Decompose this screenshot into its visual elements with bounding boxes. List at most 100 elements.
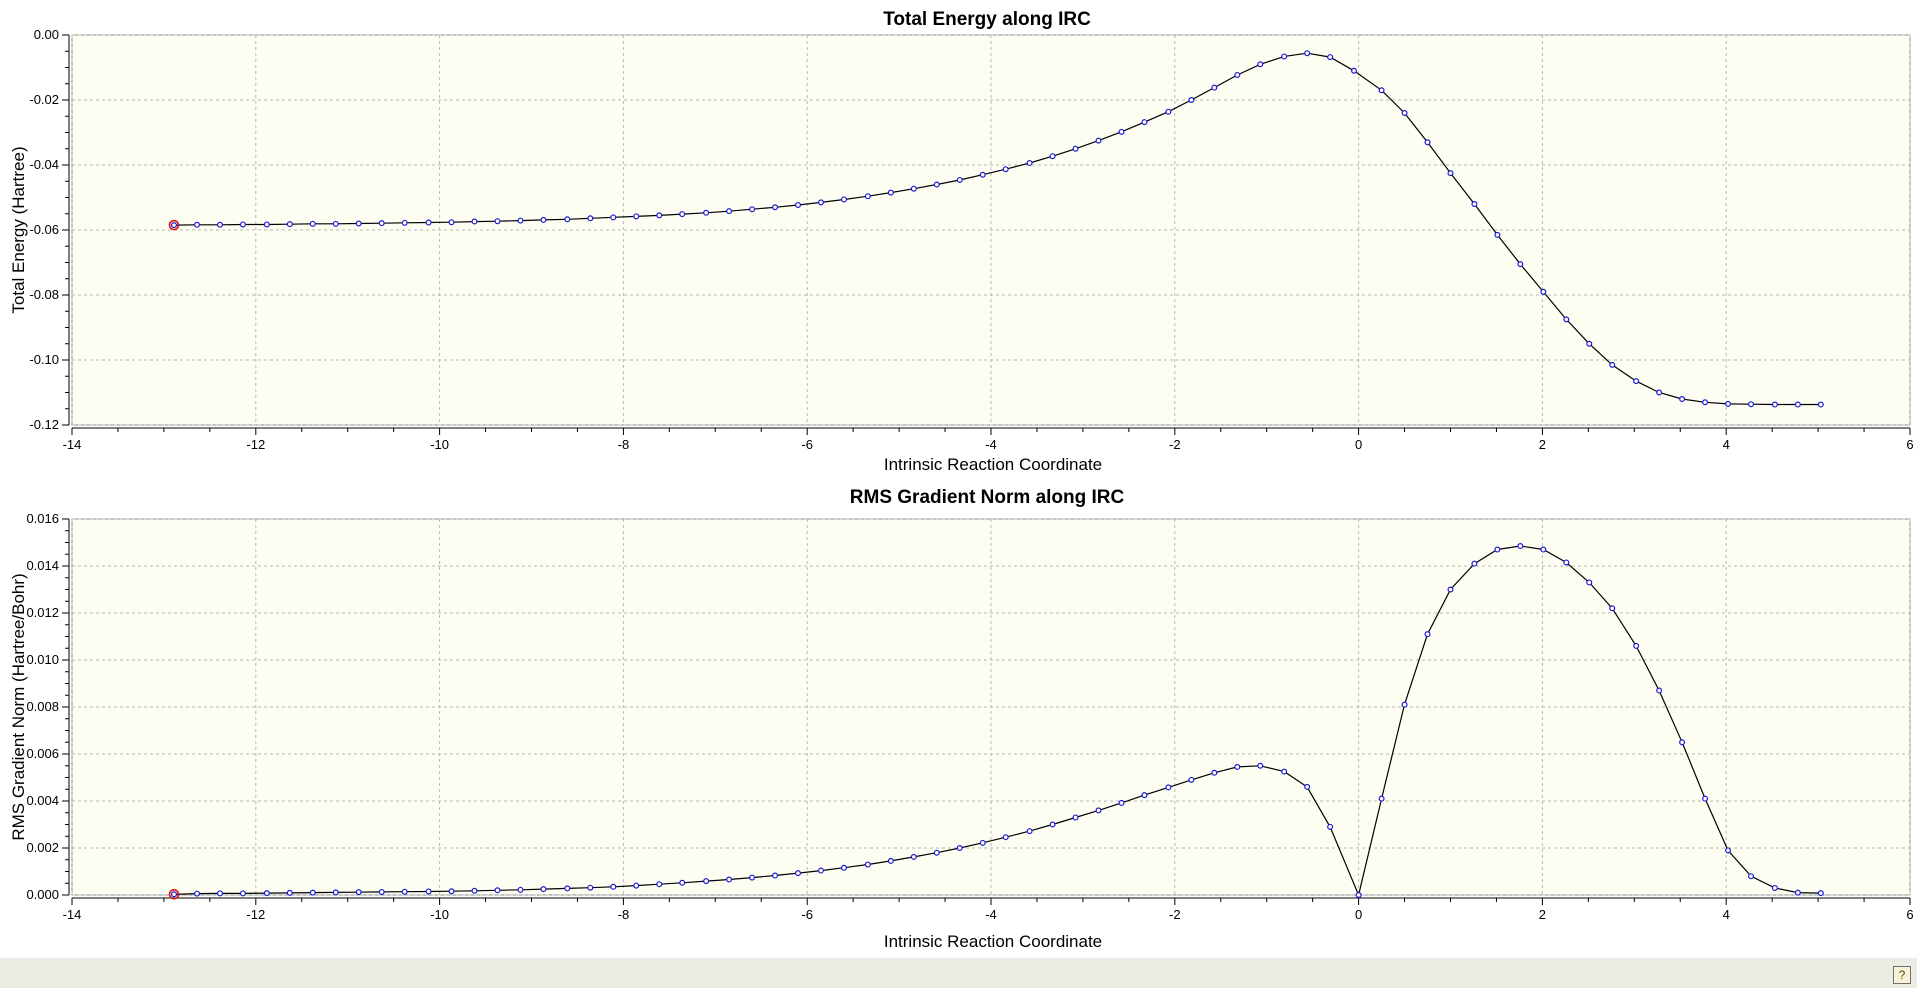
chart-1-ytick-label-5: 0.010 bbox=[26, 652, 59, 667]
chart-1-point-16 bbox=[540, 886, 547, 893]
chart-0-xtick-label-9: 4 bbox=[1723, 437, 1730, 452]
chart-1-point-21 bbox=[656, 881, 663, 888]
chart-1-ytick-label-6: 0.012 bbox=[26, 605, 59, 620]
chart-1-series-line-0 bbox=[173, 545, 1821, 897]
chart-0-point-41 bbox=[1118, 128, 1125, 135]
chart-0-point-58 bbox=[1517, 261, 1524, 268]
chart-0-xtick-label-7: 0 bbox=[1355, 437, 1362, 452]
help-book-icon[interactable]: ? bbox=[1893, 966, 1911, 984]
chart-1-point-32 bbox=[910, 853, 917, 860]
chart-1-point-40 bbox=[1095, 807, 1102, 814]
chart-1-ytick-label-3: 0.006 bbox=[26, 746, 59, 761]
chart-1-point-18 bbox=[587, 884, 594, 891]
chart-0-point-52 bbox=[1378, 87, 1385, 94]
chart-0-point-44 bbox=[1188, 96, 1195, 103]
chart-1-point-15 bbox=[517, 886, 524, 893]
chart-1-point-30 bbox=[864, 861, 871, 868]
chart-1-point-19 bbox=[610, 883, 617, 890]
chart-1-point-52 bbox=[1378, 795, 1385, 802]
chart-1-xtick-label-10: 6 bbox=[1906, 907, 1913, 922]
chart-1-ytick-label-1: 0.002 bbox=[26, 840, 59, 855]
chart-0-point-56 bbox=[1471, 201, 1478, 208]
chart-0-point-23 bbox=[703, 209, 710, 216]
chart-0-point-6 bbox=[309, 220, 316, 227]
chart-0-point-36 bbox=[1002, 166, 1009, 173]
irc-charts: -14 -12 -10 -8 -6 -4 -2 0 2 4 6 0.00 -0.02 -0.04 -0.06… bbox=[9, 9, 1914, 951]
chart-1-point-4 bbox=[263, 890, 270, 897]
chart-1-point-47 bbox=[1257, 762, 1264, 769]
chart-1-point-61 bbox=[1586, 579, 1593, 586]
chart-1-point-71 bbox=[1817, 890, 1824, 897]
chart-0-point-49 bbox=[1304, 50, 1311, 57]
chart-0-point-66 bbox=[1702, 399, 1709, 406]
chart-0-point-15 bbox=[517, 217, 524, 224]
chart-1-point-64 bbox=[1656, 687, 1663, 694]
chart-1-point-56 bbox=[1471, 560, 1478, 567]
chart-0-point-13 bbox=[471, 218, 478, 225]
chart-1-point-44 bbox=[1188, 776, 1195, 783]
chart-0-point-3 bbox=[239, 221, 246, 228]
chart-0-point-9 bbox=[378, 220, 385, 227]
chart-0-point-46 bbox=[1234, 71, 1241, 78]
rms-gradient-chart: -14 -12 -10 -8 -6 -4 -2 0 2 4 6 0.000 0.002 0.004 0.00… bbox=[9, 487, 1914, 951]
chart-0-point-63 bbox=[1633, 378, 1640, 385]
chart-1-title: RMS Gradient Norm along IRC bbox=[850, 487, 1125, 508]
chart-0-ytick-label-0: 0.00 bbox=[34, 27, 59, 42]
chart-1-point-20 bbox=[633, 882, 640, 889]
chart-1-point-53 bbox=[1401, 701, 1408, 708]
chart-0-point-53 bbox=[1401, 109, 1408, 116]
chart-1-point-55 bbox=[1447, 586, 1454, 593]
chart-1-point-46 bbox=[1234, 763, 1241, 770]
chart-0-point-37 bbox=[1026, 160, 1033, 167]
chart-0-point-10 bbox=[401, 219, 408, 226]
chart-0-point-71 bbox=[1817, 401, 1824, 408]
chart-1-xtick-label-6: -2 bbox=[1169, 907, 1181, 922]
chart-0-point-64 bbox=[1656, 389, 1663, 396]
chart-0-point-59 bbox=[1540, 288, 1547, 295]
chart-0-point-40 bbox=[1095, 137, 1102, 144]
chart-0-ytick-label-2: -0.04 bbox=[29, 157, 59, 172]
chart-0-point-69 bbox=[1771, 401, 1778, 408]
chart-0-point-60 bbox=[1563, 316, 1570, 323]
chart-0-point-28 bbox=[817, 199, 824, 206]
chart-1-point-6 bbox=[309, 889, 316, 896]
chart-1-point-65 bbox=[1679, 739, 1686, 746]
chart-0-point-61 bbox=[1586, 340, 1593, 347]
chart-1-x-axis-label: Intrinsic Reaction Coordinate bbox=[884, 932, 1102, 951]
chart-1-point-69 bbox=[1771, 884, 1778, 891]
chart-1-point-62 bbox=[1609, 605, 1616, 612]
chart-1-point-10 bbox=[401, 888, 408, 895]
chart-1-xtick-label-3: -8 bbox=[618, 907, 630, 922]
chart-1-point-49 bbox=[1304, 783, 1311, 790]
chart-0-xtick-label-6: -2 bbox=[1169, 437, 1181, 452]
chart-1-point-66 bbox=[1702, 795, 1709, 802]
chart-1-point-68 bbox=[1748, 873, 1755, 880]
chart-1-point-3 bbox=[239, 890, 246, 897]
chart-1-point-8 bbox=[355, 889, 362, 896]
chart-1-point-17 bbox=[564, 885, 571, 892]
chart-1-ytick-label-8: 0.016 bbox=[26, 511, 59, 526]
plot-window: -14 -12 -10 -8 -6 -4 -2 0 2 4 6 0.00 -0.02 -0.04 -0.06… bbox=[0, 0, 1917, 959]
chart-0-point-68 bbox=[1748, 401, 1755, 408]
chart-0-point-21 bbox=[656, 212, 663, 219]
chart-0-point-25 bbox=[749, 206, 756, 213]
chart-1-point-23 bbox=[703, 878, 710, 885]
chart-0-xtick-label-5: -4 bbox=[985, 437, 997, 452]
chart-1-xtick-label-9: 4 bbox=[1723, 907, 1730, 922]
chart-0-point-47 bbox=[1257, 61, 1264, 68]
chart-0-xtick-label-2: -10 bbox=[430, 437, 449, 452]
chart-0-ytick-label-6: -0.12 bbox=[29, 417, 59, 432]
chart-1-point-11 bbox=[425, 888, 432, 895]
chart-0-point-7 bbox=[332, 220, 339, 227]
chart-1-point-54 bbox=[1424, 631, 1431, 638]
chart-0-point-57 bbox=[1494, 231, 1501, 238]
chart-1-point-28 bbox=[817, 867, 824, 874]
chart-0-point-1 bbox=[193, 221, 200, 228]
status-bar: ? bbox=[0, 958, 1917, 988]
chart-0-xtick-label-1: -12 bbox=[246, 437, 265, 452]
chart-1-xtick-label-7: 0 bbox=[1355, 907, 1362, 922]
chart-0-x-axis-label: Intrinsic Reaction Coordinate bbox=[884, 455, 1102, 474]
chart-1-xtick-label-5: -4 bbox=[985, 907, 997, 922]
chart-0-point-33 bbox=[933, 181, 940, 188]
